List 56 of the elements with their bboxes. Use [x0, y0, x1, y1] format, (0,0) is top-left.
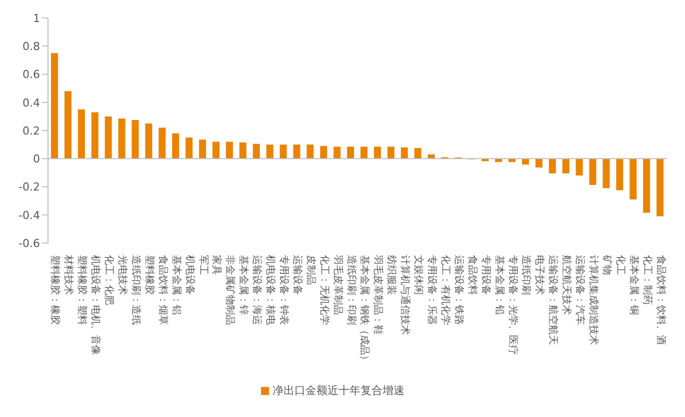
y-tick-label: 0.2	[22, 124, 40, 138]
y-tick-label: 0	[33, 152, 40, 166]
y-tick-label: 0.4	[22, 96, 40, 110]
y-tick-label: -0.4	[18, 208, 40, 222]
x-tick-label: 运输设备：汽车	[574, 255, 586, 325]
x-tick-label: 计算机集成制造技术	[587, 255, 600, 345]
x-tick-label: 基本金属：铜	[628, 255, 640, 315]
x-tick-label: 运输设备：海运	[251, 255, 264, 325]
x-tick-label: 电子技术	[534, 255, 546, 295]
x-tick-label: 塑料橡胶：橡胶	[49, 255, 62, 325]
x-tick-label: 军工	[197, 255, 208, 275]
y-tick-label: 0.6	[22, 68, 40, 82]
x-tick-label: 造纸印刷	[520, 255, 532, 295]
x-tick-label: 造纸印刷：印刷	[345, 255, 358, 325]
x-tick-label: 皮制品	[304, 255, 317, 285]
y-tick-label: -0.2	[18, 180, 40, 194]
x-tick-label: 基本金属：铝	[170, 255, 182, 315]
x-tick-label: 材料技术	[62, 254, 75, 295]
x-tick-label: 基本金属：锌	[238, 255, 250, 315]
x-tick-label: 光电技术	[116, 255, 129, 295]
x-tick-label: 运输设备	[291, 255, 304, 295]
x-tick-label: 化工：无机化学	[318, 255, 330, 325]
x-tick-label: 运输设备：铁路	[452, 255, 465, 325]
x-tick-label: 家具	[210, 255, 223, 275]
x-tick-label: 化工：化肥	[103, 255, 116, 305]
x-tick-label: 运输设备：航空航天	[547, 255, 560, 345]
x-tick-label: 机电设备	[184, 255, 196, 295]
x-tick-label: 基本金属：铅	[493, 255, 506, 315]
y-tick-label: -0.6	[18, 236, 40, 250]
x-tick-label: 纺织服装	[386, 255, 398, 295]
x-tick-label: 矿物	[600, 254, 613, 275]
x-tick-label: 羽毛皮革制品：鞋	[372, 255, 384, 335]
x-tick-label: 专用设备：乐器	[426, 255, 438, 325]
x-tick-label: 专用设备：光学、医疗	[506, 255, 519, 355]
x-tick-label: 化工：有机化学	[439, 255, 452, 325]
x-tick-label: 专用设备：钟表	[278, 255, 290, 325]
y-tick-label: 1	[33, 12, 40, 25]
x-tick-label: 造纸印刷：造纸	[130, 255, 142, 325]
x-tick-label: 化工	[614, 255, 626, 275]
x-tick-label: 专用设备	[480, 255, 492, 295]
x-tick-label: 基本金属：钢铁（成品）	[358, 255, 371, 365]
x-tick-label: 机电设备：核电	[264, 255, 277, 325]
x-tick-label: 塑料橡胶	[143, 255, 156, 295]
legend-label: 净出口金额近十年复合增速	[272, 384, 404, 397]
x-tick-label: 羽毛皮革制品	[332, 255, 344, 315]
x-tick-label: 塑料橡胶：塑料	[76, 255, 88, 325]
x-tick-label: 计算机与通信技术	[399, 255, 412, 335]
y-tick-label: 0.8	[22, 40, 40, 54]
x-tick-label: 食品饮料：烟草	[156, 255, 169, 325]
x-tick-label: 食品饮料：饮料、酒	[654, 255, 667, 345]
x-tick-label: 航空航天技术	[560, 255, 573, 315]
x-tick-label: 食品饮料	[466, 255, 478, 295]
x-tick-label: 化工：制药	[641, 255, 654, 305]
x-tick-label: 文娱休闲	[412, 255, 425, 295]
x-tick-label: 机电设备：电机、音像	[90, 255, 102, 355]
x-tick-label: 非金属矿物制品	[224, 255, 236, 325]
